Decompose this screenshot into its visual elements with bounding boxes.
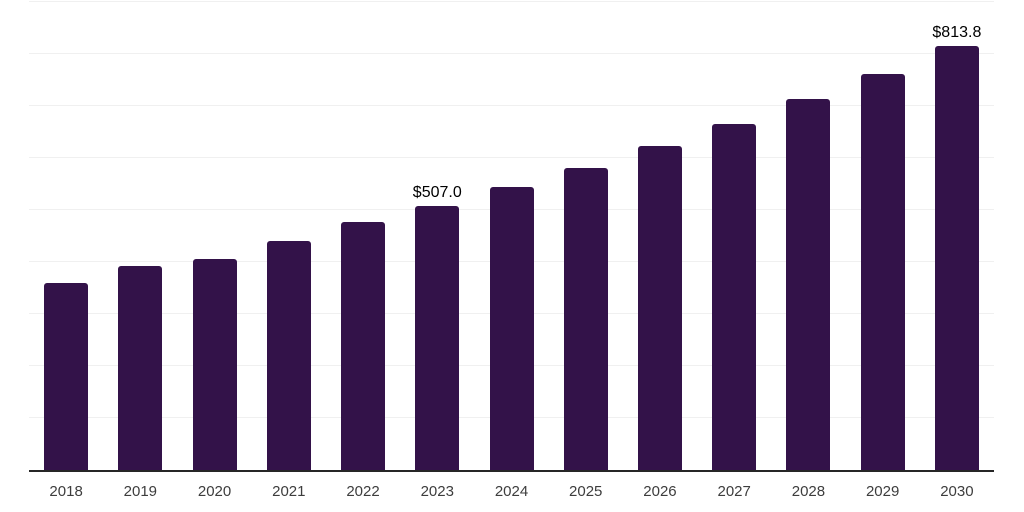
bar-2025 xyxy=(563,167,608,470)
plot-area: $507.0 $813.8 xyxy=(29,0,994,472)
x-tick-2022: 2022 xyxy=(346,483,380,500)
bar-2030 xyxy=(934,45,979,470)
bar-2024 xyxy=(489,187,534,470)
bar-2027 xyxy=(712,123,757,470)
data-label-2023: $507.0 xyxy=(412,183,462,201)
gridline-900 xyxy=(29,0,994,2)
x-tick-2020: 2020 xyxy=(197,483,232,500)
bar-2023 xyxy=(415,205,460,470)
x-tick-2024: 2024 xyxy=(494,483,529,500)
x-tick-2027: 2027 xyxy=(717,483,751,500)
bar-2019 xyxy=(118,265,163,470)
x-tick-2025: 2025 xyxy=(569,483,603,500)
bar-2022 xyxy=(341,221,386,470)
bar-2021 xyxy=(266,241,311,470)
bar-2026 xyxy=(637,146,682,470)
bar-2020 xyxy=(192,258,237,470)
bar-2018 xyxy=(44,282,89,470)
x-tick-2028: 2028 xyxy=(791,483,826,500)
gridline-800 xyxy=(29,52,994,54)
x-tick-2029: 2029 xyxy=(865,483,900,500)
x-tick-2019: 2019 xyxy=(123,483,158,500)
x-tick-2026: 2026 xyxy=(643,483,677,500)
data-label-2030: $813.8 xyxy=(932,23,982,41)
bar-2028 xyxy=(786,99,831,470)
x-tick-2030: 2030 xyxy=(940,483,974,500)
gridline-600 xyxy=(29,156,994,158)
x-tick-2018: 2018 xyxy=(49,483,83,500)
bar-2029 xyxy=(860,73,905,470)
x-tick-2021: 2021 xyxy=(272,483,306,500)
gridline-700 xyxy=(29,104,994,106)
x-tick-2023: 2023 xyxy=(420,483,454,500)
